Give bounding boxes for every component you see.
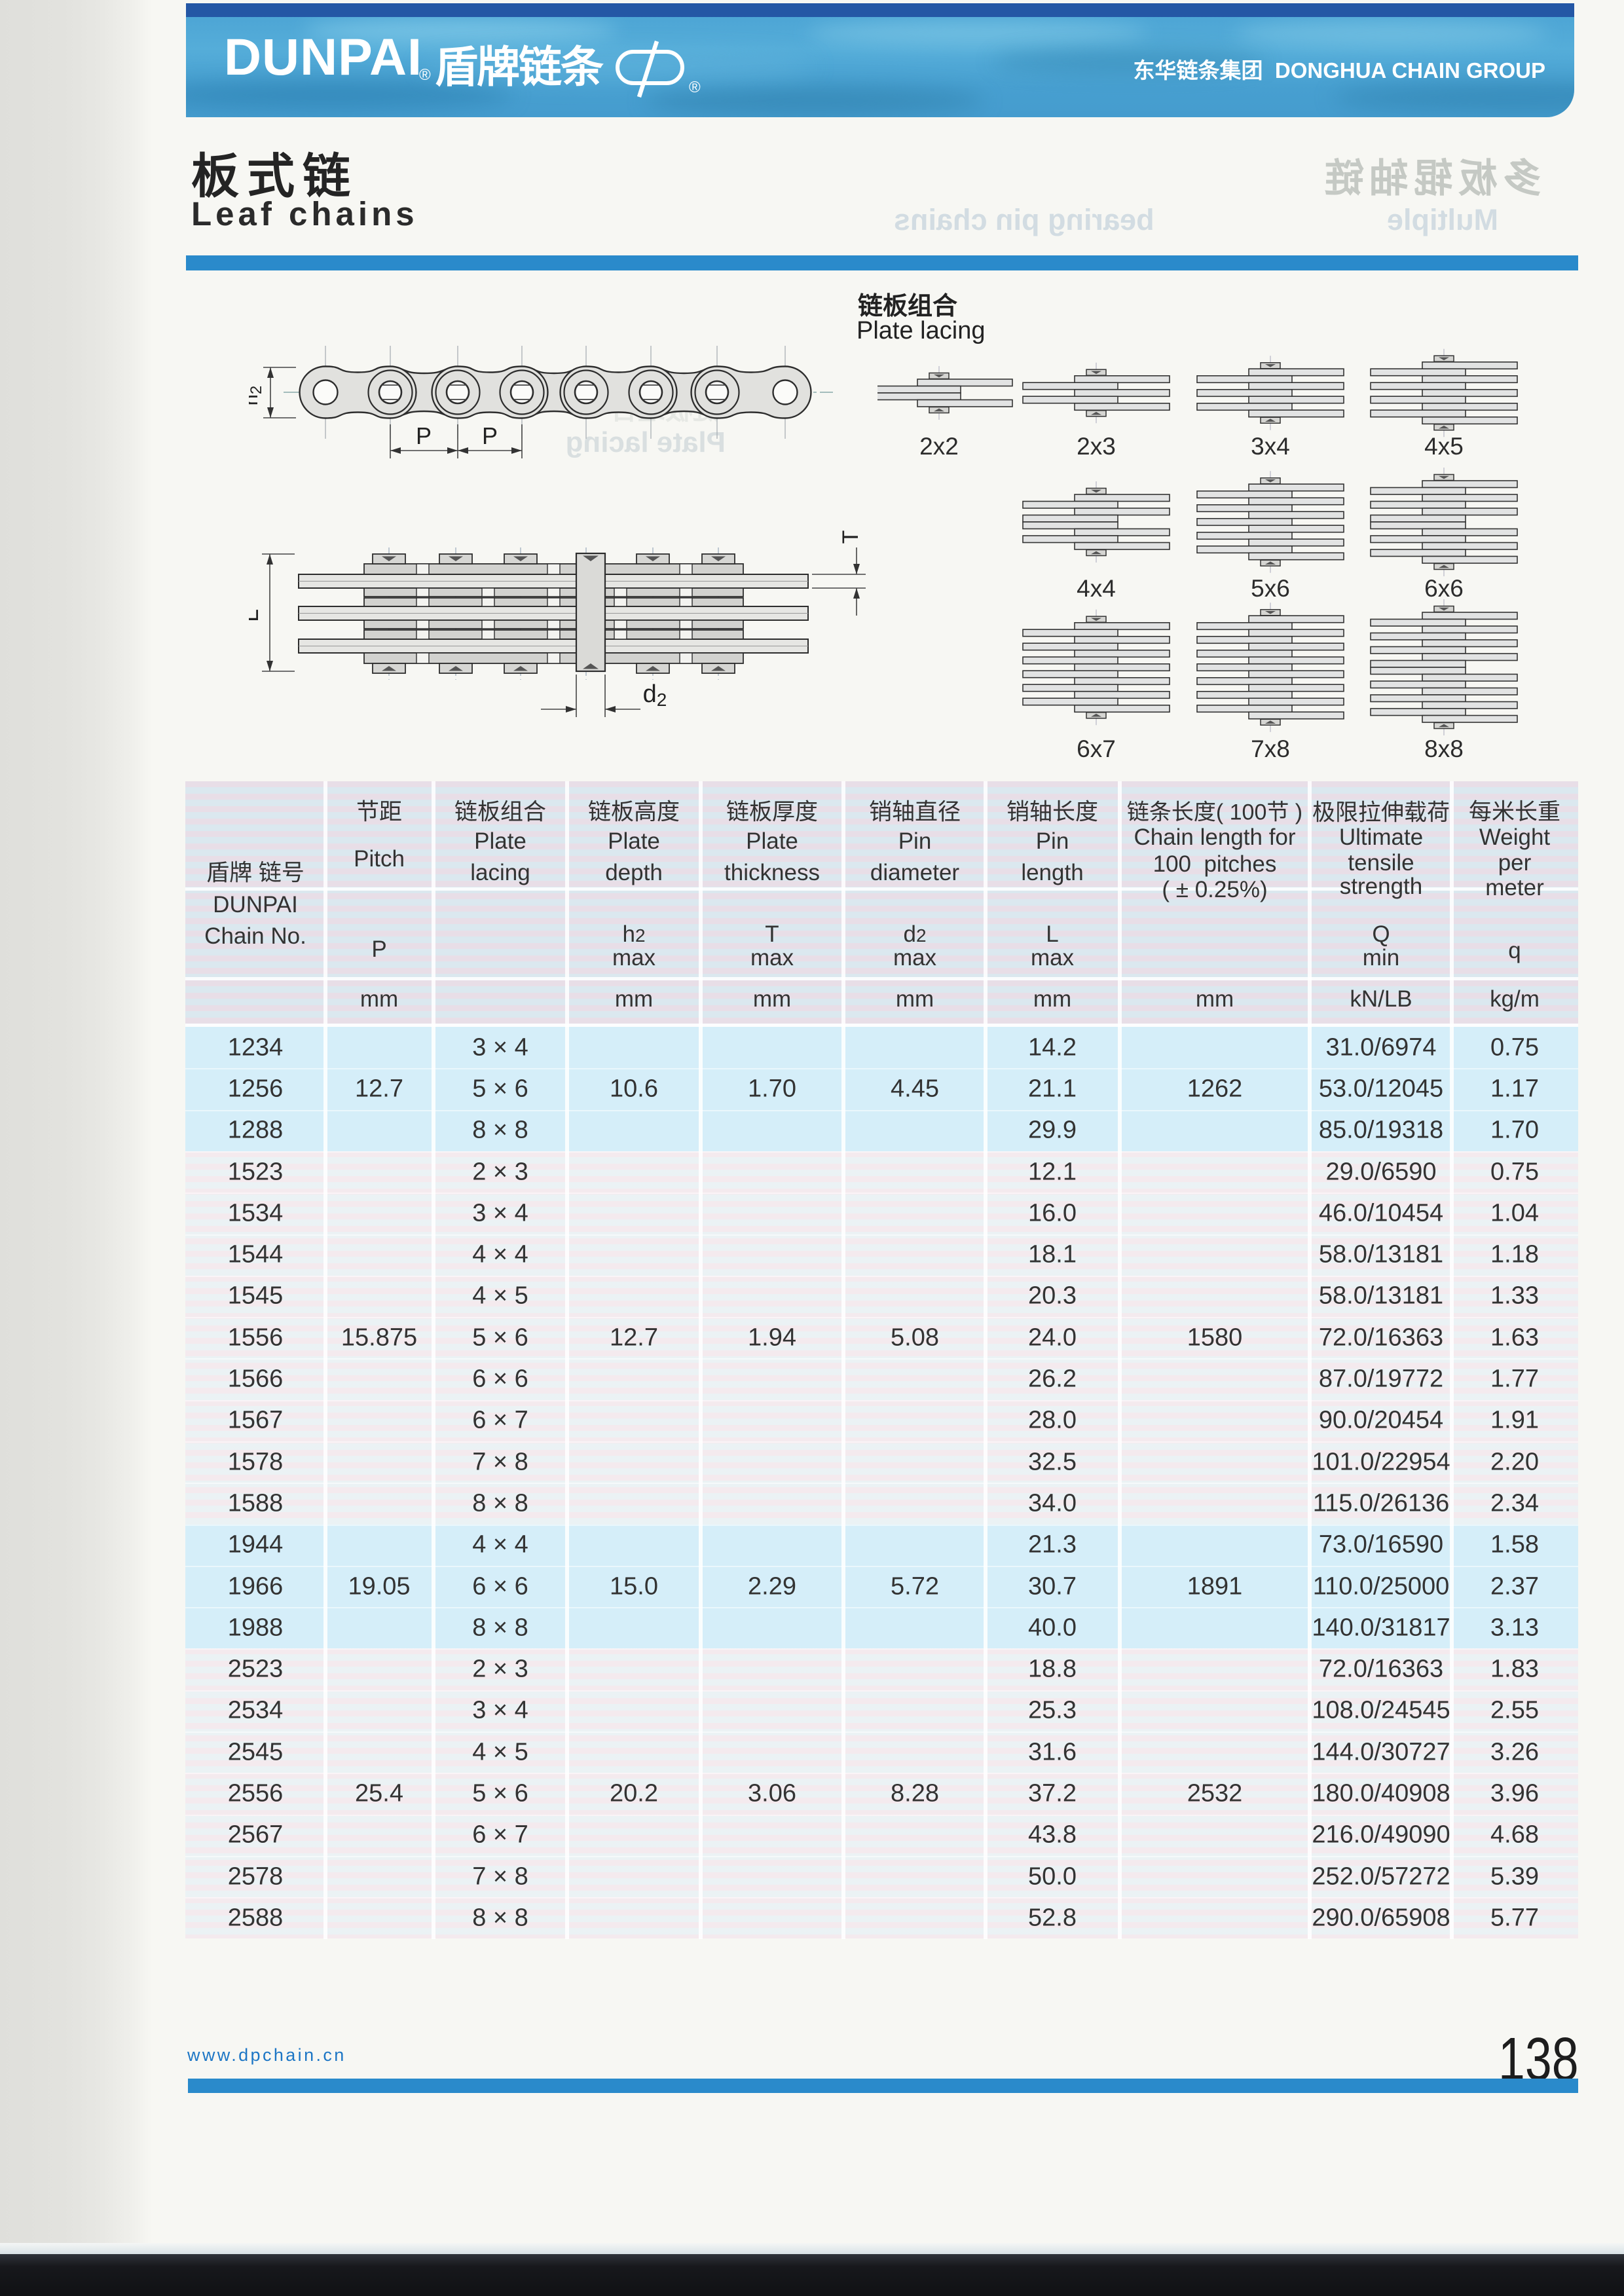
svg-text:2x3: 2x3 xyxy=(1077,433,1116,460)
svg-text:P: P xyxy=(416,422,432,449)
svg-text:®: ® xyxy=(689,79,701,96)
svg-text:P: P xyxy=(482,422,498,449)
svg-text:8x8: 8x8 xyxy=(1424,735,1464,762)
svg-text:Plate lacing: Plate lacing xyxy=(565,426,726,458)
svg-text:3x4: 3x4 xyxy=(1251,433,1290,460)
svg-text:T: T xyxy=(838,530,863,544)
svg-text:5x6: 5x6 xyxy=(1251,575,1290,602)
svg-text:7x8: 7x8 xyxy=(1251,735,1290,762)
svg-text:L: L xyxy=(249,609,263,622)
svg-text:6x6: 6x6 xyxy=(1424,575,1464,602)
svg-text:2x2: 2x2 xyxy=(919,433,959,460)
svg-text:d2: d2 xyxy=(643,680,667,710)
svg-text:4x4: 4x4 xyxy=(1077,575,1116,602)
svg-text:h2: h2 xyxy=(249,386,265,406)
svg-text:4x5: 4x5 xyxy=(1424,433,1464,460)
svg-text:6x7: 6x7 xyxy=(1077,735,1116,762)
